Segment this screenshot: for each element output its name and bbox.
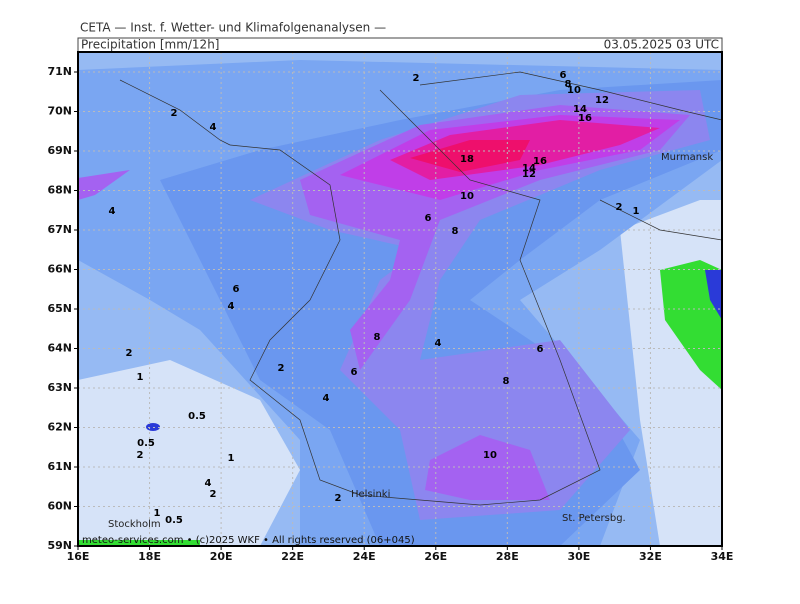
lon-label: 18E [138,550,161,563]
lon-label: 16E [67,550,90,563]
lat-label: 60N [47,500,72,513]
lat-label: 69N [47,144,72,157]
footer: meteo-services.com • (c)2025 WKF • All r… [82,535,415,546]
contour-label: 6 [560,70,567,81]
contour-label: 4 [109,206,116,217]
contour-label: 1 [228,453,235,464]
lat-label: 61N [47,460,72,473]
contour-label: 2 [126,348,133,359]
contour-label: 10 [567,85,581,96]
contour-label: 10 [483,450,497,461]
contour-label: 8 [452,226,459,237]
city-label: Murmansk [661,152,713,163]
contour-label: 2 [137,450,144,461]
lat-label: 62N [47,421,72,434]
lon-label: 28E [496,550,519,563]
contour-label: 4 [228,301,235,312]
contour-label: 8 [503,376,510,387]
contour-label: 6 [425,213,432,224]
contour-label: 8 [565,79,572,90]
contour-label: 12 [522,169,536,180]
contour-label: 16 [578,113,592,124]
title: Precipitation [mm/12h] [81,38,219,52]
contour-label: 2 [278,363,285,374]
contour-label: 1 [154,508,161,519]
contour-label: 2 [616,202,623,213]
lat-label: 67N [47,223,72,236]
contour-label: 4 [435,338,442,349]
contour-label: 4 [205,478,212,489]
contour-label: 1 [633,206,640,217]
lon-label: 30E [567,550,590,563]
lat-label: 59N [47,539,72,552]
lat-label: 63N [47,381,72,394]
contour-label: 18 [460,154,474,165]
precip-field [78,52,722,546]
contour-label: 1 [137,372,144,383]
lon-label: 32E [639,550,662,563]
lat-label: 71N [47,65,72,78]
lat-label: 68N [47,184,72,197]
contour-label: 6 [233,284,240,295]
city-label: Stockholm [108,519,161,530]
map-frame [77,51,723,547]
contour-label: 16 [533,156,547,167]
contour-label: 12 [595,95,609,106]
contour-label: 0.5 [137,438,155,449]
lon-label: 20E [210,550,233,563]
contour-label: 10 [460,191,474,202]
contour-label: 8 [374,332,381,343]
contour-label: 6 [351,367,358,378]
city-label: St. Petersbg. [562,513,626,524]
lat-label: 65N [47,302,72,315]
contour-label: 14 [573,104,587,115]
contour-label: 4 [210,122,217,133]
lat-label: 64N [47,342,72,355]
coast-line [119,71,723,241]
contour-label: 6 [537,344,544,355]
datetime: 03.05.2025 03 UTC [604,38,719,52]
lon-label: 34E [711,550,734,563]
lon-label: 22E [281,550,304,563]
lat-label: 70N [47,105,72,118]
contour-label: 2 [171,108,178,119]
contour-label: 0.5 [165,515,183,526]
lon-label: 26E [424,550,447,563]
contour-label: 14 [522,163,536,174]
graticule [78,52,722,546]
contour-label: 0.5 [188,411,206,422]
header-org: CETA — Inst. f. Wetter- und Klimafolgena… [80,21,386,35]
contour-label: 2 [335,493,342,504]
lat-label: 66N [47,263,72,276]
lon-label: 24E [353,550,376,563]
contour-label: 2 [413,73,420,84]
contour-label: 2 [210,489,217,500]
contour-label: 4 [323,393,330,404]
city-label: Helsinki [351,489,390,500]
border-line [229,89,601,506]
